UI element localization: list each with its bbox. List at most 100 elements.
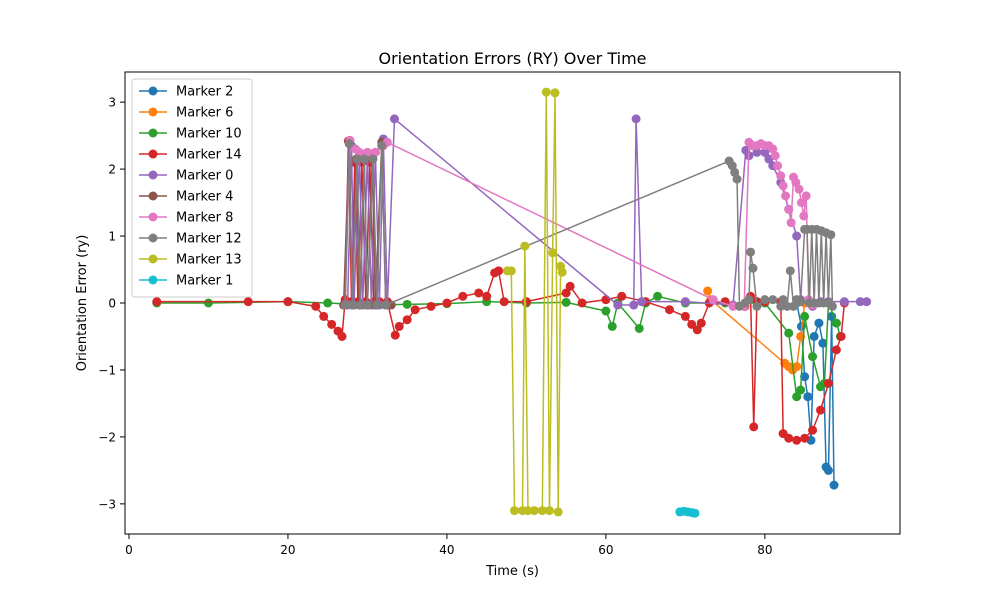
data-point [836, 331, 846, 341]
y-tick-label: 3 [108, 96, 116, 110]
legend-label: Marker 1 [176, 274, 233, 289]
data-point [687, 319, 697, 329]
data-point [781, 191, 791, 201]
x-tick-label: 20 [280, 543, 295, 557]
legend-item: Marker 8 [139, 211, 233, 226]
legend-marker [148, 191, 158, 201]
data-point [521, 297, 531, 307]
data-point [637, 297, 647, 307]
data-point [426, 301, 436, 311]
data-point [601, 306, 611, 316]
data-point [402, 315, 412, 325]
legend-marker [148, 254, 158, 264]
data-point [613, 300, 623, 310]
data-point [629, 300, 639, 310]
legend-item: Marker 1 [139, 274, 233, 289]
series-marker-1 [675, 506, 700, 518]
data-point [782, 301, 792, 311]
data-point [796, 385, 806, 395]
y-tick-label: 0 [108, 297, 116, 311]
legend-label: Marker 13 [176, 253, 242, 268]
data-point [829, 480, 839, 490]
data-point [561, 288, 571, 298]
legend-marker [148, 275, 158, 285]
data-point [680, 311, 690, 321]
data-point [368, 154, 378, 164]
legend-marker [148, 149, 158, 159]
data-point [544, 506, 554, 516]
data-point [327, 319, 337, 329]
data-point [778, 295, 788, 305]
data-point [796, 297, 806, 307]
data-point [692, 325, 702, 335]
data-point [577, 298, 587, 308]
data-point [352, 154, 362, 164]
data-point [792, 392, 802, 402]
data-point [553, 507, 563, 517]
x-tick-label: 60 [598, 543, 613, 557]
data-point [509, 506, 519, 516]
data-point [390, 330, 400, 340]
data-point [826, 230, 836, 240]
data-point [344, 139, 354, 149]
data-point [823, 378, 833, 388]
data-point [474, 288, 484, 298]
data-point [410, 305, 420, 315]
data-point [442, 298, 452, 308]
data-point [607, 321, 617, 331]
legend: Marker 2 Marker 6 Marker 10 Marker 14 Marker… [131, 78, 253, 298]
x-axis-label: Time (s) [485, 564, 539, 579]
data-point [788, 301, 798, 311]
data-point [708, 295, 718, 305]
data-point [800, 433, 810, 443]
data-point [550, 88, 560, 98]
data-point [601, 295, 611, 305]
legend-item: Marker 4 [139, 190, 233, 205]
data-point [800, 311, 810, 321]
data-point [690, 508, 700, 518]
data-point [283, 297, 293, 307]
legend-item: Marker 2 [139, 85, 233, 100]
data-point [323, 298, 333, 308]
data-point [311, 301, 321, 311]
data-point [381, 300, 391, 310]
data-point [362, 300, 372, 310]
data-point [319, 311, 329, 321]
data-point [792, 231, 802, 241]
data-point [823, 465, 833, 475]
legend-label: Marker 4 [176, 190, 233, 205]
data-point [792, 362, 802, 372]
data-point [617, 291, 627, 301]
data-point [791, 177, 801, 187]
x-tick-label: 80 [757, 543, 772, 557]
y-axis-label: Orientation Error (ry) [75, 235, 90, 372]
data-point [827, 301, 837, 311]
data-point [784, 328, 794, 338]
data-point [523, 506, 533, 516]
data-point [776, 171, 786, 181]
data-point [680, 297, 690, 307]
legend-marker [148, 107, 158, 117]
data-point [831, 345, 841, 355]
legend-item: Marker 10 [139, 127, 242, 142]
data-point [372, 300, 382, 310]
data-point [784, 433, 794, 443]
data-point [664, 305, 674, 315]
data-point [744, 295, 754, 305]
data-point [855, 297, 865, 307]
legend-label: Marker 0 [176, 169, 233, 184]
data-point [243, 297, 253, 307]
data-point [862, 297, 872, 307]
legend-label: Marker 10 [176, 127, 242, 142]
legend-item: Marker 12 [139, 232, 242, 247]
data-point [773, 161, 783, 171]
data-point [818, 338, 828, 348]
data-point [653, 291, 663, 301]
data-point [732, 174, 742, 184]
legend-item: Marker 6 [139, 106, 233, 121]
data-point [796, 198, 806, 208]
chart-title: Orientation Errors (RY) Over Time [379, 49, 647, 68]
data-point [337, 331, 347, 341]
